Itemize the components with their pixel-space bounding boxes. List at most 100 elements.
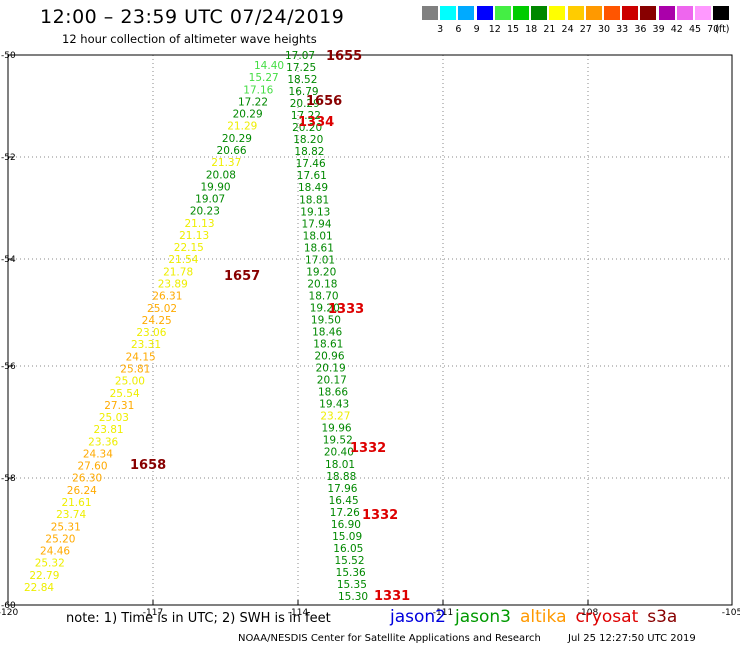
swh-value-track-b: 19.52	[323, 435, 353, 447]
swh-value-track-b: 18.52	[287, 74, 317, 86]
swh-value-track-a: 20.29	[233, 109, 263, 121]
swh-value-track-b: 20.29	[290, 98, 320, 110]
legend-swatch	[695, 6, 711, 20]
pass-time-label: 1657	[224, 269, 260, 284]
legend-label: 15	[506, 24, 520, 35]
swh-value-track-b: 20.18	[307, 278, 337, 290]
y-tick-label: -60	[1, 601, 16, 611]
pass-time-label: 1332	[350, 441, 386, 456]
swh-value-track-b: 19.96	[322, 423, 352, 435]
swh-value-track-a: 21.37	[211, 157, 241, 169]
swh-value-track-b: 17.96	[327, 483, 357, 495]
swh-value-track-b: 17.94	[301, 218, 331, 230]
swh-value-track-b: 15.30	[338, 591, 368, 603]
swh-value-track-b: 15.52	[334, 555, 364, 567]
legend-label: 12	[488, 24, 501, 35]
swh-value-track-a: 20.29	[222, 133, 252, 145]
swh-value-track-b: 18.88	[326, 471, 356, 483]
x-tick-label: -105	[722, 608, 740, 618]
swh-value-track-b: 18.01	[325, 459, 355, 471]
map-frame	[7, 54, 733, 606]
legend-swatch	[549, 6, 566, 20]
x-tick-label: -108	[578, 608, 599, 618]
legend-swatch	[567, 6, 584, 20]
legend-label: 18	[525, 24, 538, 35]
y-tick-label: -52	[1, 153, 16, 163]
satellite-tracks: 22.8422.7925.3224.4625.2025.3123.7421.61…	[24, 49, 410, 604]
note-text: note: 1) Time is in UTC; 2) SWH is in fe…	[66, 611, 331, 626]
swh-value-track-a: 24.25	[142, 315, 172, 327]
swh-value-track-b: 16.90	[331, 519, 361, 531]
swh-value-track-b: 18.81	[299, 194, 329, 206]
mission-cryosat: cryosat	[575, 607, 639, 627]
swh-value-track-b: 17.46	[296, 158, 326, 170]
pass-time-label: 1655	[326, 49, 362, 64]
swh-value-track-a: 21.78	[163, 266, 193, 278]
y-tick-label: -50	[1, 51, 16, 61]
y-tick-label: -56	[1, 362, 16, 372]
legend-label: 42	[670, 24, 683, 35]
swh-value-track-b: 16.45	[329, 495, 359, 507]
legend-label: 9	[473, 24, 480, 35]
legend-swatch	[676, 6, 693, 20]
pass-time-label: 1334	[298, 115, 334, 130]
swh-value-track-b: 18.01	[303, 230, 333, 242]
swh-value-track-b: 18.70	[309, 290, 339, 302]
legend-label: 36	[634, 24, 647, 35]
swh-value-track-a: 25.00	[115, 376, 145, 388]
swh-value-track-a: 15.27	[249, 72, 279, 84]
pass-time-label: 1658	[130, 458, 166, 473]
pass-time-label: 1333	[328, 302, 364, 317]
swh-value-track-b: 15.36	[336, 567, 366, 579]
swh-value-track-a: 20.08	[206, 169, 236, 181]
pass-time-label: 1656	[306, 94, 342, 109]
swh-value-track-a: 25.20	[45, 533, 75, 545]
map-grid	[8, 55, 732, 605]
swh-value-track-b: 18.49	[298, 182, 328, 194]
swh-value-track-b: 18.61	[304, 242, 334, 254]
swh-value-track-a: 23.81	[94, 424, 124, 436]
swh-value-track-b: 15.35	[337, 579, 367, 591]
swh-value-track-a: 25.54	[110, 388, 140, 400]
swh-value-track-a: 26.31	[152, 291, 182, 303]
swh-value-track-b: 18.46	[312, 327, 342, 339]
legend-swatch	[585, 6, 602, 20]
swh-value-track-b: 19.43	[319, 399, 349, 411]
legend-swatch	[422, 6, 438, 20]
page-subtitle: 12 hour collection of altimeter wave hei…	[62, 32, 317, 46]
swh-value-track-a: 23.06	[136, 327, 166, 339]
swh-value-track-a: 17.16	[243, 84, 273, 96]
y-tick-label: -54	[1, 255, 16, 265]
swh-value-track-b: 18.20	[293, 134, 323, 146]
swh-value-track-a: 19.90	[201, 181, 231, 193]
legend-label: 3	[437, 24, 444, 35]
legend-swatch	[658, 6, 675, 20]
swh-value-track-b: 16.79	[289, 86, 319, 98]
swh-value-track-b: 16.05	[333, 543, 363, 555]
swh-value-track-b: 17.61	[297, 170, 327, 182]
swh-value-track-b: 20.40	[324, 447, 354, 459]
x-tick-label: -111	[433, 608, 453, 618]
swh-value-track-a: 22.84	[24, 582, 54, 594]
legend-label: 33	[616, 24, 629, 35]
legend-label: 30	[597, 24, 611, 35]
legend-unit: (ft)	[715, 24, 730, 35]
swh-value-track-b: 20.20	[292, 122, 322, 134]
swh-value-track-b: 19.20	[310, 302, 340, 314]
legend-swatch	[640, 6, 657, 20]
swh-value-track-a: 26.30	[72, 473, 102, 485]
swh-value-track-b: 23.27	[320, 411, 350, 423]
swh-value-track-a: 25.31	[51, 521, 81, 533]
swh-value-track-b: 17.25	[286, 62, 316, 74]
swh-value-track-a: 21.13	[179, 230, 209, 242]
swh-value-track-b: 15.09	[332, 531, 362, 543]
swh-value-track-a: 23.36	[88, 436, 118, 448]
mission-jason2: jason2	[390, 607, 446, 627]
swh-value-track-a: 19.07	[195, 194, 225, 206]
swh-value-track-a: 23.74	[56, 509, 86, 521]
legend-label: 6	[455, 24, 462, 35]
swh-value-track-a: 23.31	[131, 339, 161, 351]
swh-value-track-a: 25.02	[147, 303, 177, 315]
swh-value-track-b: 17.22	[291, 110, 321, 122]
